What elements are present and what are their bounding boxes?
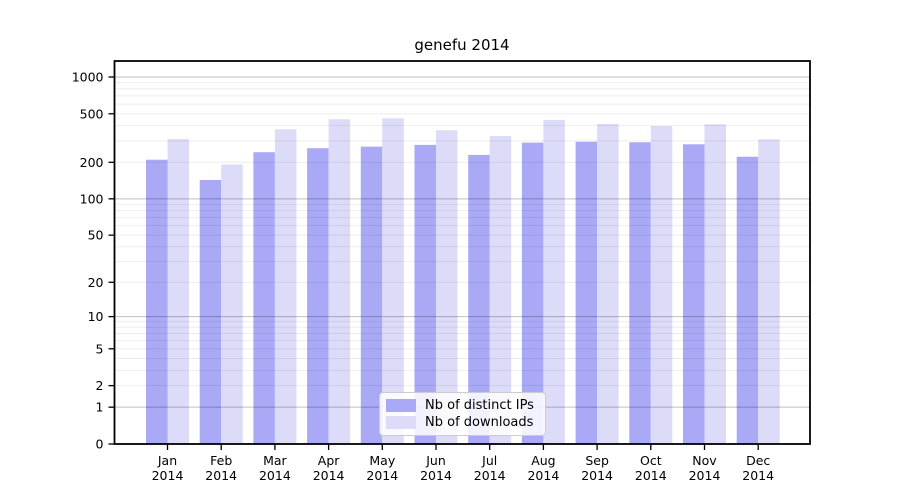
- x-tick-label-jan-year: 2014: [152, 468, 184, 483]
- y-tick-label-500: 500: [80, 106, 104, 121]
- bar-jan-distinct-ips: [146, 159, 168, 445]
- x-tick-label-mar-month: Mar: [263, 453, 287, 468]
- bar-oct-downloads: [650, 125, 673, 444]
- bar-jan-downloads: [167, 139, 189, 444]
- legend-item-distinct-ips: Nb of distinct IPs: [386, 398, 539, 414]
- bar-may-distinct-ips: [360, 146, 383, 444]
- bar-dec-distinct-ips: [736, 156, 759, 444]
- x-tick-label-jul-year: 2014: [474, 468, 506, 483]
- bar-feb-downloads: [221, 164, 243, 444]
- x-tick-label-jun-year: 2014: [420, 468, 452, 483]
- x-tick-label-jun-month: Jun: [425, 453, 446, 468]
- bar-jul-downloads: [489, 135, 512, 445]
- x-tick-label-feb-month: Feb: [210, 453, 232, 468]
- x-tick-label-jul-month: Jul: [481, 453, 497, 468]
- x-tick-label-jan-month: Jan: [157, 453, 177, 468]
- legend: Nb of distinct IPs Nb of downloads: [379, 392, 546, 436]
- bar-sep-downloads: [597, 123, 619, 445]
- x-tick-label-dec-month: Dec: [746, 453, 770, 468]
- legend-label-distinct-ips: Nb of distinct IPs: [425, 398, 534, 414]
- y-tick-label-1000: 1000: [72, 70, 104, 85]
- y-tick-label-5: 5: [96, 341, 104, 356]
- bar-oct-distinct-ips: [629, 142, 651, 444]
- x-tick-label-sep-year: 2014: [581, 468, 613, 483]
- x-tick-label-nov-year: 2014: [689, 468, 721, 483]
- x-tick-label-dec-year: 2014: [742, 468, 774, 483]
- legend-swatch-distinct-ips-icon: [386, 399, 416, 413]
- bar-nov-downloads: [704, 124, 726, 444]
- y-tick-label-20: 20: [88, 275, 104, 290]
- bar-aug-distinct-ips: [521, 142, 544, 444]
- bar-feb-distinct-ips: [199, 180, 222, 445]
- x-tick-label-sep-month: Sep: [585, 453, 609, 468]
- x-tick-label-nov-month: Nov: [692, 453, 717, 468]
- y-tick-label-50: 50: [88, 228, 104, 243]
- bar-nov-distinct-ips: [683, 144, 705, 444]
- x-tick-label-oct-year: 2014: [635, 468, 667, 483]
- legend-swatch-downloads-icon: [386, 415, 416, 429]
- x-tick-label-oct-month: Oct: [640, 453, 662, 468]
- x-tick-label-aug-month: Aug: [531, 453, 555, 468]
- legend-item-downloads: Nb of downloads: [386, 414, 539, 430]
- y-tick-label-10: 10: [88, 309, 104, 324]
- bar-aug-downloads: [543, 119, 565, 445]
- y-tick-label-100: 100: [80, 191, 104, 206]
- bar-dec-downloads: [758, 139, 780, 444]
- y-tick-label-0: 0: [96, 437, 104, 452]
- x-tick-label-may-month: May: [369, 453, 395, 468]
- x-tick-label-aug-year: 2014: [527, 468, 559, 483]
- bar-mar-distinct-ips: [253, 152, 275, 445]
- bar-mar-downloads: [274, 129, 297, 444]
- bar-may-downloads: [382, 118, 404, 444]
- x-tick-label-apr-year: 2014: [313, 468, 345, 483]
- bar-jul-distinct-ips: [468, 154, 490, 444]
- x-tick-label-mar-year: 2014: [259, 468, 291, 483]
- legend-label-downloads: Nb of downloads: [425, 414, 534, 430]
- bar-sep-distinct-ips: [575, 141, 598, 444]
- plot-frame: [113, 60, 811, 445]
- y-tick-label-2: 2: [96, 378, 104, 393]
- bar-jun-downloads: [436, 130, 458, 445]
- x-tick-label-may-year: 2014: [366, 468, 398, 483]
- bar-jun-distinct-ips: [414, 144, 436, 445]
- x-tick-label-apr-month: Apr: [318, 453, 340, 468]
- chart-title: genefu 2014: [414, 36, 510, 54]
- y-tick-label-1: 1: [96, 400, 104, 415]
- bar-apr-distinct-ips: [307, 148, 329, 444]
- y-tick-label-200: 200: [80, 155, 104, 170]
- x-tick-label-feb-year: 2014: [205, 468, 237, 483]
- bar-apr-downloads: [328, 119, 351, 444]
